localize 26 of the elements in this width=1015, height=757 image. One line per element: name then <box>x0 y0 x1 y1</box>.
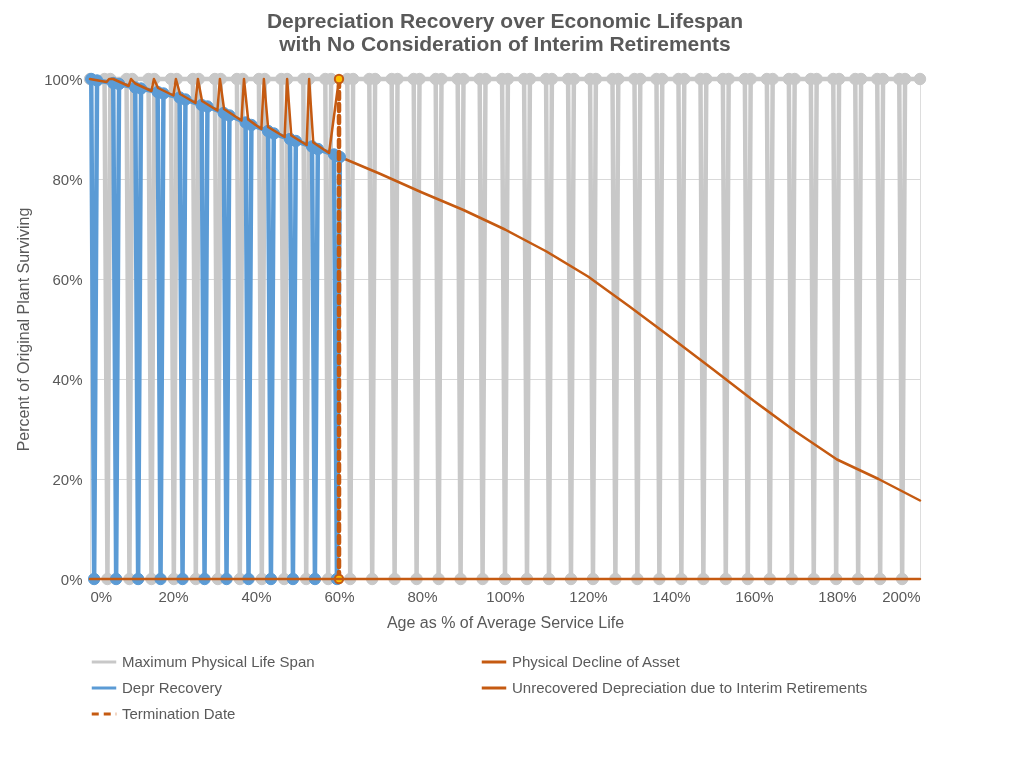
y-axis-title: Percent of Original Plant Surviving <box>15 207 33 452</box>
x-tick-label: 160% <box>735 587 774 605</box>
text: with No Consideration of Interim Retirements <box>279 31 731 55</box>
x-tick-label: 100% <box>486 587 525 605</box>
y-tick-label: 40% <box>52 370 83 388</box>
x-tick-label: 140% <box>652 587 691 605</box>
x-tick-label: 120% <box>569 587 608 605</box>
legend-label: Physical Decline of Asset <box>512 653 681 670</box>
legend-label: Maximum Physical Life Span <box>122 653 315 670</box>
x-tick-label: 60% <box>324 587 355 605</box>
x-tick-label: 40% <box>241 587 272 605</box>
x-tick-label: 20% <box>158 587 189 605</box>
legend-label: Unrecovered Depreciation due to Interim Retirements <box>512 679 868 696</box>
y-tick-label: 100% <box>44 70 83 88</box>
x-tick-label: 180% <box>818 587 857 605</box>
x-tick-label: 0% <box>90 587 113 605</box>
y-tick-label: 80% <box>52 170 83 188</box>
legend-label: Depr Recovery <box>122 679 223 696</box>
x-axis-title: Age as % of Average Service Life <box>386 613 625 631</box>
x-tick-label: 80% <box>407 587 438 605</box>
y-tick-label: 0% <box>60 570 83 588</box>
legend-label: Termination Date <box>122 705 236 722</box>
y-tick-label: 60% <box>52 270 83 288</box>
y-tick-label: 20% <box>52 470 83 488</box>
text: Depreciation Recovery over Economic Lifespan <box>266 8 744 32</box>
x-tick-label: 200% <box>882 587 921 605</box>
